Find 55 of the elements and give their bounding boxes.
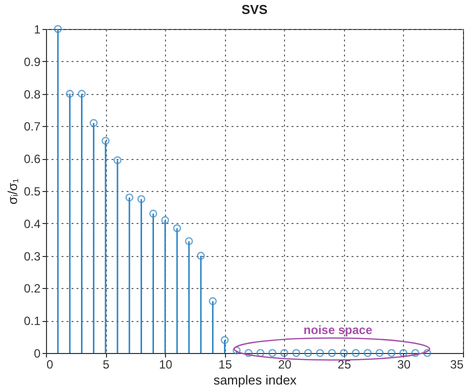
point [137,195,146,204]
x-tick-label: 0 [46,358,54,372]
point [54,25,62,33]
x-tick-label: 15 [218,358,232,372]
point [304,349,312,357]
point [256,349,264,357]
y-tick-label: 0.3 [24,249,41,264]
point [376,349,384,357]
x-tick-label: 25 [338,358,352,372]
point [184,237,193,246]
point [364,349,372,357]
y-tick-label: 0.5 [24,184,41,198]
point [352,349,360,357]
point [328,349,336,357]
point [125,193,134,202]
point [78,90,86,98]
chart-title: SVS [241,2,268,17]
x-tick-label: 30 [397,358,411,372]
x-tick-label: 10 [158,358,173,372]
point [208,297,217,306]
y-tick-label: 1 [34,22,41,36]
point [232,346,241,354]
point [102,136,110,145]
y-tick-label: 0.7 [24,120,41,134]
y-tick-label: 0.1 [24,314,41,328]
y-axis-title: σᵢ/σ₁ [4,178,20,205]
point [280,349,288,357]
point [340,349,348,357]
point [113,156,122,164]
point [149,210,158,218]
point [90,118,98,127]
point [388,349,396,357]
y-tick-label: 0.9 [24,54,41,69]
point [292,349,300,357]
y-tick-label: 0.2 [24,282,41,296]
point [196,252,205,260]
point [423,349,432,357]
y-tick-label: 0.6 [24,152,41,166]
point [316,349,324,357]
point [161,216,170,224]
point [220,336,229,344]
y-tick-label: 0.8 [24,87,41,102]
point [399,349,408,357]
y-tick-label: 0 [34,346,41,360]
annotation: noise space [304,323,373,337]
x-tick-label: 5 [102,358,110,372]
point [173,224,182,232]
point [411,349,420,357]
point [66,90,74,98]
point [268,349,276,357]
x-axis-title: samples index [213,372,298,388]
x-tick-label: 35 [450,358,464,372]
point [244,349,253,357]
x-tick-label: 20 [278,358,292,372]
y-tick-label: 0.4 [24,216,41,231]
